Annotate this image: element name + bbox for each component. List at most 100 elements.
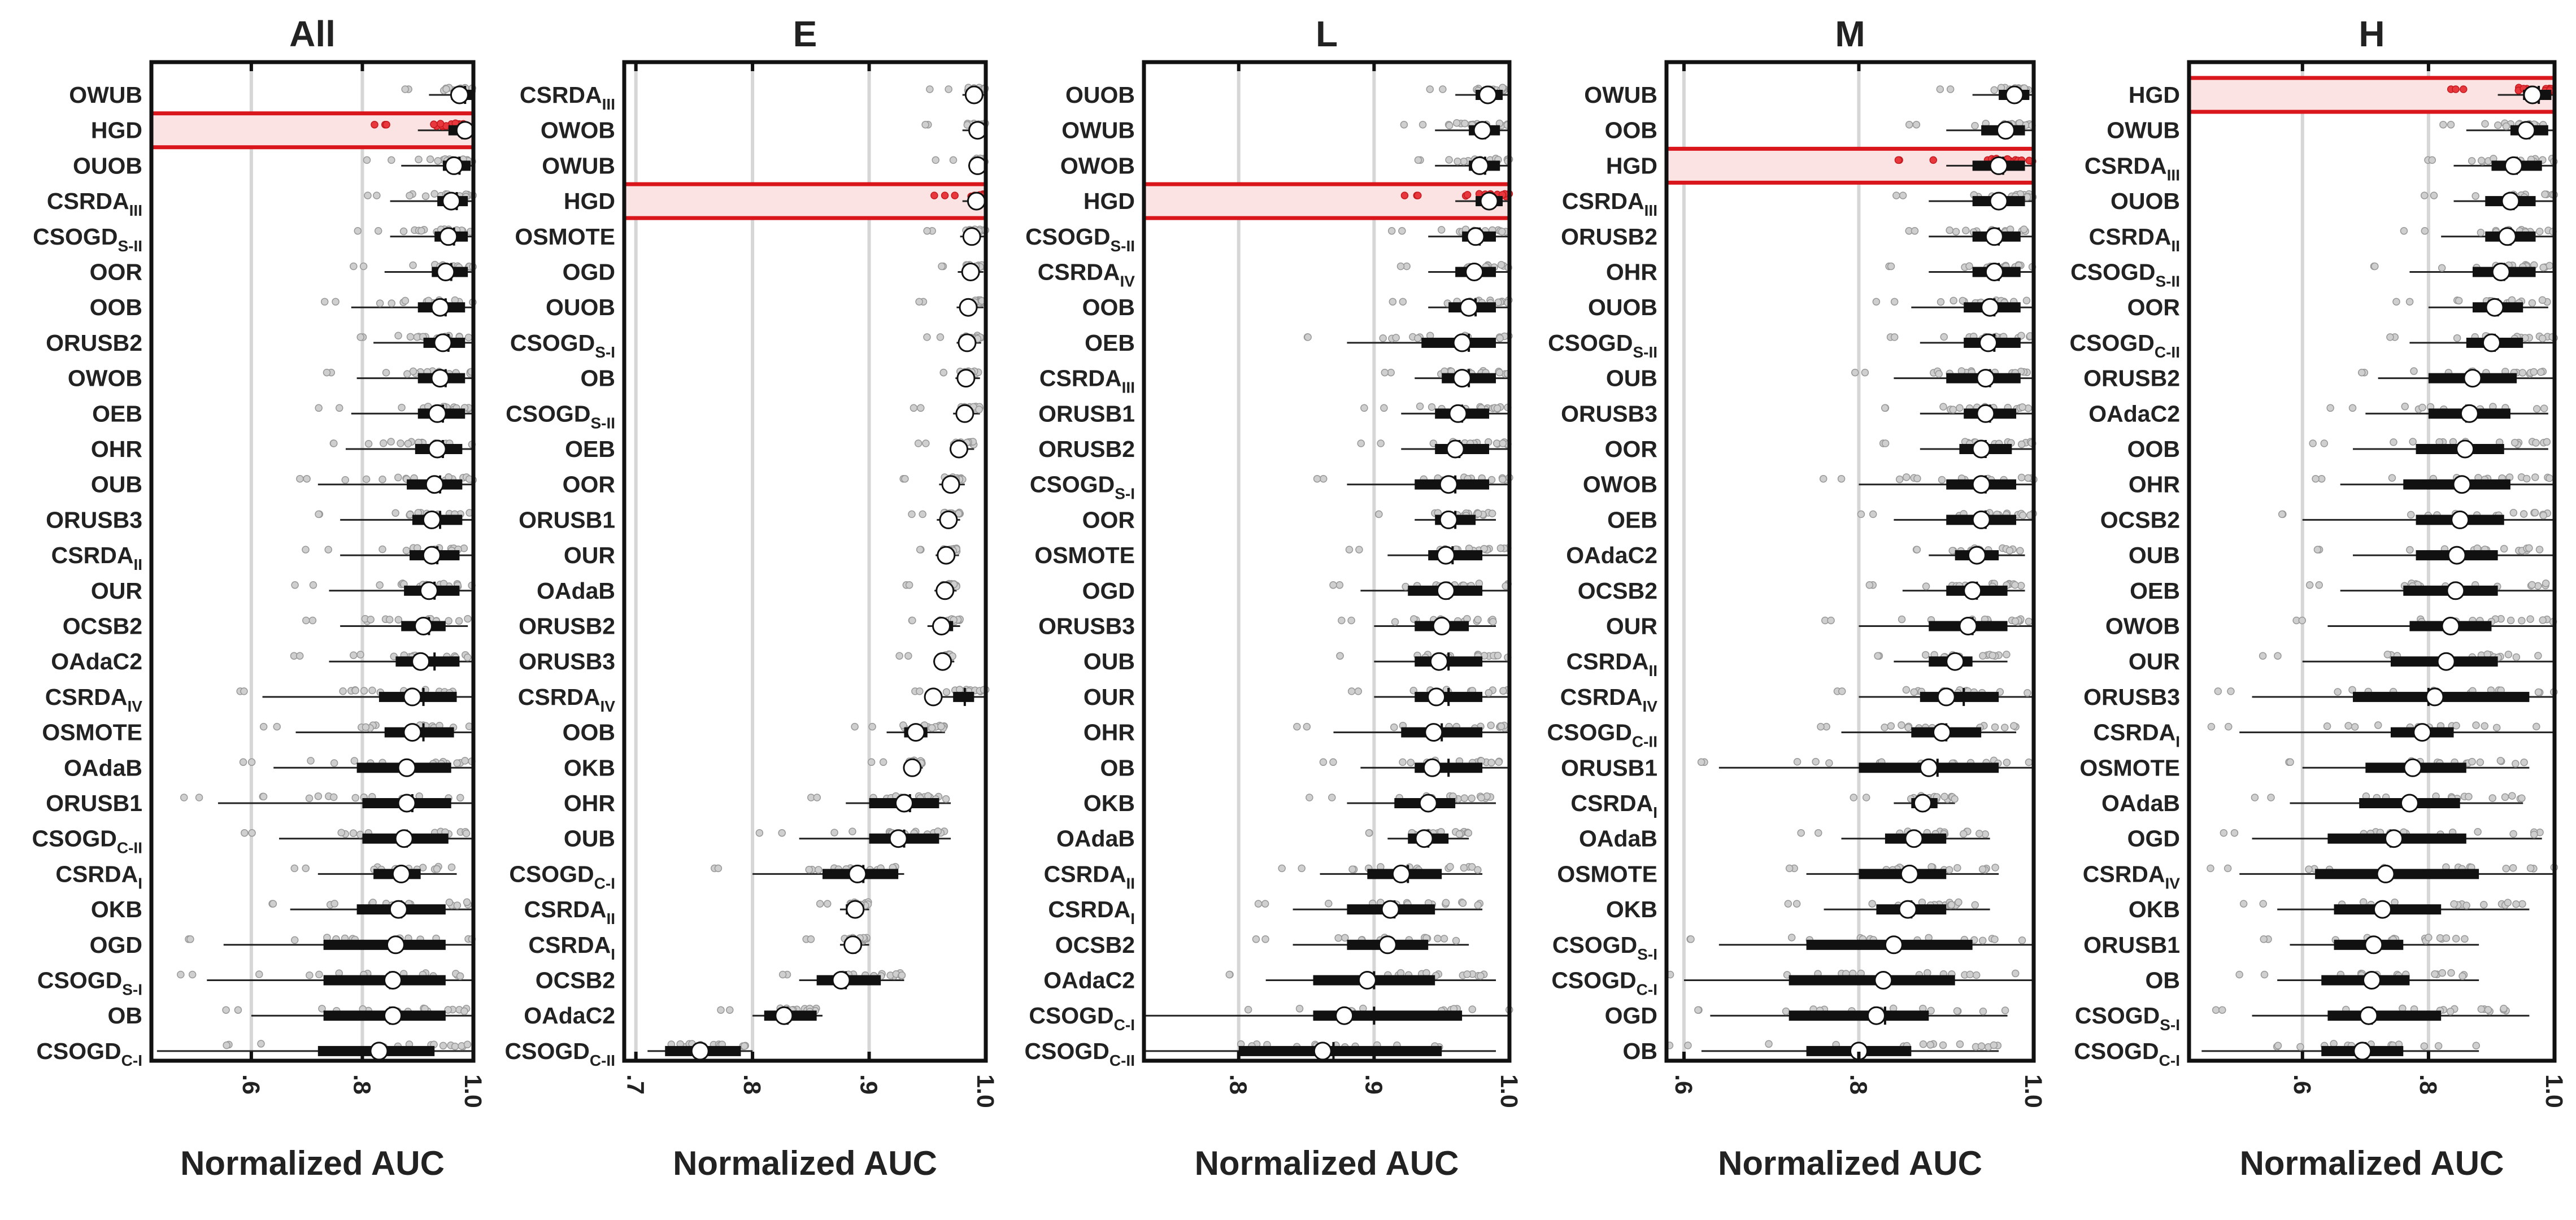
- outlier-point: [2278, 510, 2286, 518]
- sample-point: [1956, 1040, 1964, 1048]
- sample-point: [307, 757, 315, 765]
- method-name: OWUB: [69, 82, 142, 108]
- mean-marker: [428, 404, 447, 423]
- sample-point: [2492, 724, 2501, 732]
- sample-point: [318, 1005, 326, 1013]
- mean-marker: [1436, 581, 1455, 600]
- outlier-point: [2320, 439, 2329, 447]
- method-label: CSRDAI: [1048, 896, 1135, 927]
- box-row: OWUB: [1584, 82, 2034, 108]
- method-name: OAdaC2: [524, 1003, 615, 1029]
- outlier-point: [1792, 900, 1801, 908]
- sample-point: [1951, 795, 1959, 803]
- tick-label: .6: [1670, 1074, 1697, 1095]
- tick-label: .9: [1360, 1074, 1387, 1095]
- sample-point: [1480, 544, 1488, 553]
- box-row: OGD: [2127, 826, 2544, 852]
- sample-point: [2542, 580, 2550, 587]
- sample-point: [1971, 121, 1979, 130]
- outlier-point: [1881, 404, 1889, 412]
- method-label: OB: [1623, 1038, 1658, 1064]
- mean-marker: [428, 439, 447, 459]
- sample-point: [2512, 760, 2520, 768]
- method-name: CSOGD: [1552, 932, 1637, 958]
- outlier-point: [2313, 546, 2322, 554]
- sample-point: [2407, 511, 2415, 519]
- method-name: CSOGD: [1025, 224, 1110, 250]
- method-label: OWOB: [2105, 613, 2180, 639]
- box-row: OEB: [2130, 578, 2555, 604]
- method-label: OUB: [1084, 648, 1135, 674]
- outlier-point: [259, 722, 268, 731]
- box-row: OWOB: [541, 117, 989, 143]
- outlier-point: [1399, 298, 1407, 306]
- sample-point: [1960, 830, 1968, 838]
- box-row: OWUB: [69, 82, 476, 108]
- outlier-point: [1293, 722, 1301, 731]
- method-name: OUR: [1084, 684, 1135, 710]
- x-axis-title: Normalized AUC: [180, 1144, 445, 1182]
- mean-marker: [1900, 864, 1919, 883]
- outlier-point: [813, 794, 821, 801]
- outlier-point: [1814, 829, 1822, 837]
- box-row: OWUB: [542, 152, 989, 178]
- box-row: CSRDAIV: [1560, 684, 2034, 715]
- method-label: OEB: [92, 400, 142, 426]
- sample-point: [2474, 828, 2482, 836]
- box-row: OHR: [2129, 472, 2555, 498]
- mean-marker: [1432, 617, 1451, 635]
- mean-marker: [1452, 369, 1472, 388]
- outlier-point: [1684, 1042, 1692, 1049]
- sample-point: [1977, 1042, 1986, 1050]
- box-row: OUB: [1084, 648, 1512, 674]
- outlier-point: [234, 1006, 242, 1014]
- sample-point: [1940, 792, 1948, 801]
- box-row: OCSB2: [1578, 578, 2025, 604]
- method-name: CSOGD: [510, 330, 595, 356]
- sample-point: [1244, 1005, 1252, 1014]
- outlier-point: [2460, 85, 2468, 93]
- sample-point: [848, 827, 856, 835]
- sample-point: [430, 190, 438, 198]
- outlier-point: [945, 85, 952, 93]
- sample-point: [2504, 650, 2513, 659]
- method-label: OOR: [90, 259, 142, 285]
- box-row: CSOGDC-I: [509, 861, 904, 892]
- sample-point: [2446, 1008, 2455, 1016]
- mean-marker: [832, 971, 851, 990]
- sample-point: [1477, 794, 1485, 802]
- method-name: HGD: [2129, 82, 2180, 108]
- method-label: OAdaC2: [1043, 968, 1135, 994]
- sample-point: [1898, 615, 1906, 624]
- mean-marker: [843, 935, 863, 955]
- sample-point: [1953, 1007, 1961, 1015]
- sample-point: [1446, 862, 1454, 871]
- sample-point: [368, 686, 376, 695]
- sample-point: [2496, 756, 2505, 765]
- iqr-box: [1789, 1010, 1929, 1021]
- method-label: OUB: [91, 472, 142, 498]
- method-name: HGD: [91, 117, 142, 143]
- box-row: OWUB: [2107, 117, 2555, 143]
- box-row: CSRDAIV: [2083, 861, 2558, 892]
- outlier-point: [807, 935, 815, 943]
- method-label: CSOGDC-I: [36, 1038, 142, 1069]
- sample-point: [1953, 864, 1961, 872]
- method-label: ORUSB2: [46, 330, 142, 356]
- method-label: OKB: [2129, 896, 2180, 922]
- sample-point: [1991, 723, 1999, 731]
- method-name: OEB: [92, 400, 142, 426]
- sample-point: [462, 829, 471, 838]
- method-label: ORUSB3: [519, 648, 615, 674]
- box-row: OUB: [2129, 542, 2555, 568]
- method-name: OOR: [563, 472, 615, 498]
- box-row: ORUSB3: [519, 648, 956, 674]
- sample-point: [406, 333, 415, 341]
- method-name: OCSB2: [1578, 578, 1657, 604]
- sample-point: [376, 299, 384, 307]
- panel-e: ECSRDAIIIOWOBOWUBHGDOSMOTEOGDOUOBCSOGDS-…: [505, 14, 999, 1182]
- sample-point: [1464, 829, 1473, 837]
- method-label: OGD: [563, 259, 615, 285]
- outlier-point: [1929, 156, 1938, 164]
- method-name: OHR: [91, 436, 142, 462]
